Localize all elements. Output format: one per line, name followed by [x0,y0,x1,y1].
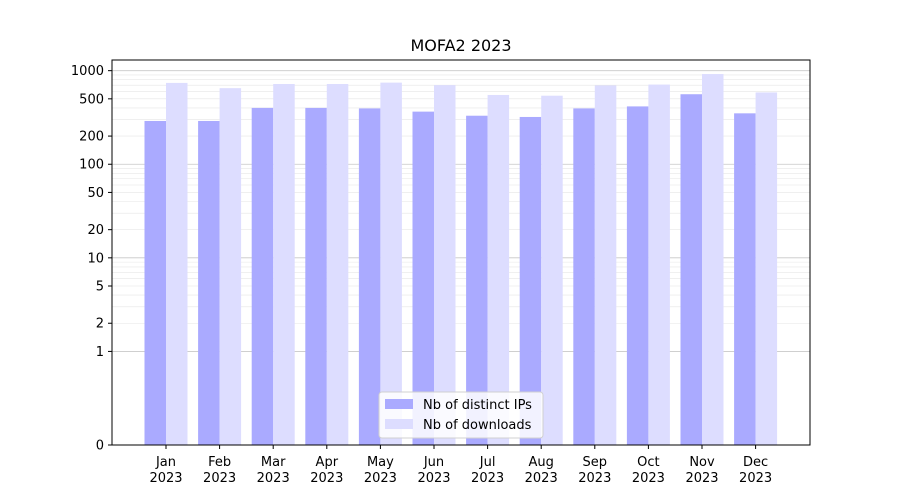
y-tick-label: 50 [87,186,104,201]
bar-downloads [755,92,778,445]
legend-swatch [385,419,413,429]
bar-distinct-ips [144,120,166,445]
bar-downloads [273,84,295,446]
y-tick-label: 0 [96,439,104,454]
x-tick-label: Mar 2023 [257,455,290,486]
bar-downloads [594,85,617,445]
y-tick-label: 10 [87,251,104,266]
bar-distinct-ips [251,107,274,446]
y-axis: 0 1 2 5 10 20 50 100 200 500 1000 [71,64,112,454]
plot-frame [111,59,811,446]
bar-downloads [648,84,670,445]
x-tick-label: Sep 2023 [578,455,611,486]
bar-distinct-ips [466,115,488,445]
x-tick-label: Jul 2023 [471,455,504,486]
y-tick-label: 500 [79,92,104,107]
x-tick-label: Jan 2023 [149,455,182,486]
bar-downloads [166,82,188,446]
legend-swatch [385,399,413,409]
x-tick-label: Feb 2023 [203,455,236,486]
bar-downloads [380,82,402,445]
legend: Nb of distinct IPs Nb of downloads [378,391,544,439]
y-tick-label: 1000 [71,64,104,79]
x-tick-label: Dec 2023 [739,455,772,486]
legend-label: Nb of downloads [423,418,532,433]
bar-distinct-ips [734,113,756,446]
x-tick-label: Apr 2023 [310,455,343,486]
chart-title: MOFA2 2023 [410,36,511,55]
x-tick-label: Nov 2023 [685,455,718,486]
legend-box [378,391,544,439]
bar-distinct-ips [626,106,649,445]
x-axis: Jan 2023 Feb 2023 Mar 2023 Apr 2023 May 2023 Jun 20… [149,445,772,486]
bar-distinct-ips [573,108,595,446]
bars [144,74,778,446]
y-tick-label: 20 [87,223,104,238]
y-tick-label: 5 [96,280,104,295]
bar-downloads [434,85,456,445]
x-tick-label: Oct 2023 [632,455,665,486]
x-tick-label: Jun 2023 [417,455,450,486]
y-tick-label: 100 [79,158,104,173]
x-tick-label: Aug 2023 [525,455,558,486]
bar-downloads [219,88,242,446]
bar-distinct-ips [519,116,542,446]
legend-label: Nb of distinct IPs [423,398,532,413]
bar-downloads [541,95,563,445]
bar-downloads [487,94,510,445]
bar-downloads [702,74,724,445]
y-tick-label: 1 [96,345,104,360]
bar-downloads [326,84,349,446]
bar-distinct-ips [680,94,702,445]
bar-distinct-ips [358,108,381,446]
bar-distinct-ips [198,120,220,445]
y-tick-label: 2 [96,317,104,332]
bar-distinct-ips [412,111,434,445]
x-tick-label: May 2023 [364,455,397,486]
bar-distinct-ips [305,107,327,446]
y-tick-label: 200 [79,130,104,145]
